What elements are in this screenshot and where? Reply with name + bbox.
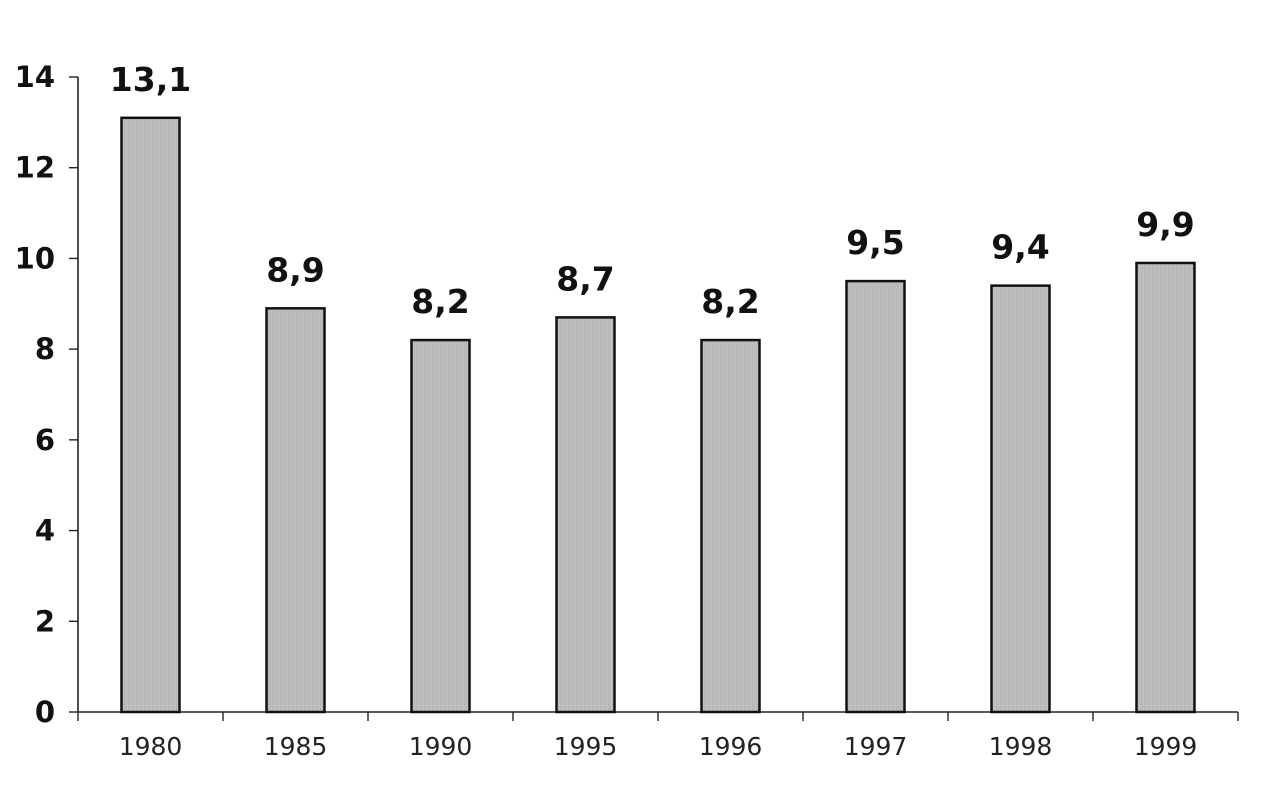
x-tick-label: 1997 [844,732,908,761]
data-label-1999: 9,9 [1136,205,1194,244]
bars-group [120,116,1196,714]
x-tick-label: 1996 [699,732,763,761]
y-tick-label: 10 [15,241,55,275]
data-label-1990: 8,2 [411,282,469,321]
x-tick-label: 1985 [264,732,328,761]
y-tick-label: 12 [15,151,55,185]
x-tick-label: 1980 [119,732,183,761]
bar-1995 [555,316,616,714]
bar-1985 [265,307,326,714]
x-tick-label: 1990 [409,732,473,761]
y-tick-label: 8 [35,332,55,366]
data-label-1997: 9,5 [846,223,904,262]
x-tick-label: 1999 [1134,732,1198,761]
x-tick-label: 1998 [989,732,1053,761]
y-tick-label: 2 [35,604,55,638]
bar-1990 [410,338,471,714]
y-tick-label: 6 [35,423,55,457]
data-label-1980: 13,1 [110,60,191,99]
bar-1996 [700,338,761,714]
data-label-1998: 9,4 [991,228,1049,267]
data-labels-group: 13,1 8,9 8,2 8,7 8,2 9,5 9,4 9,9 [110,60,1195,321]
data-label-1996: 8,2 [701,282,759,321]
x-axis: 1980 1985 1990 1995 1996 1997 1998 1999 [77,711,1239,761]
y-tick-label: 0 [35,695,55,729]
bar-1998 [990,284,1051,714]
bar-1980 [120,116,181,714]
data-label-1995: 8,7 [556,259,614,298]
bar-1997 [845,279,906,714]
data-label-1985: 8,9 [266,250,324,289]
x-tick-label: 1995 [554,732,618,761]
bar-1999 [1135,261,1196,714]
y-axis: 0 2 4 6 8 10 12 14 [15,60,79,729]
y-tick-label: 14 [15,60,55,94]
y-tick-label: 4 [35,514,55,548]
